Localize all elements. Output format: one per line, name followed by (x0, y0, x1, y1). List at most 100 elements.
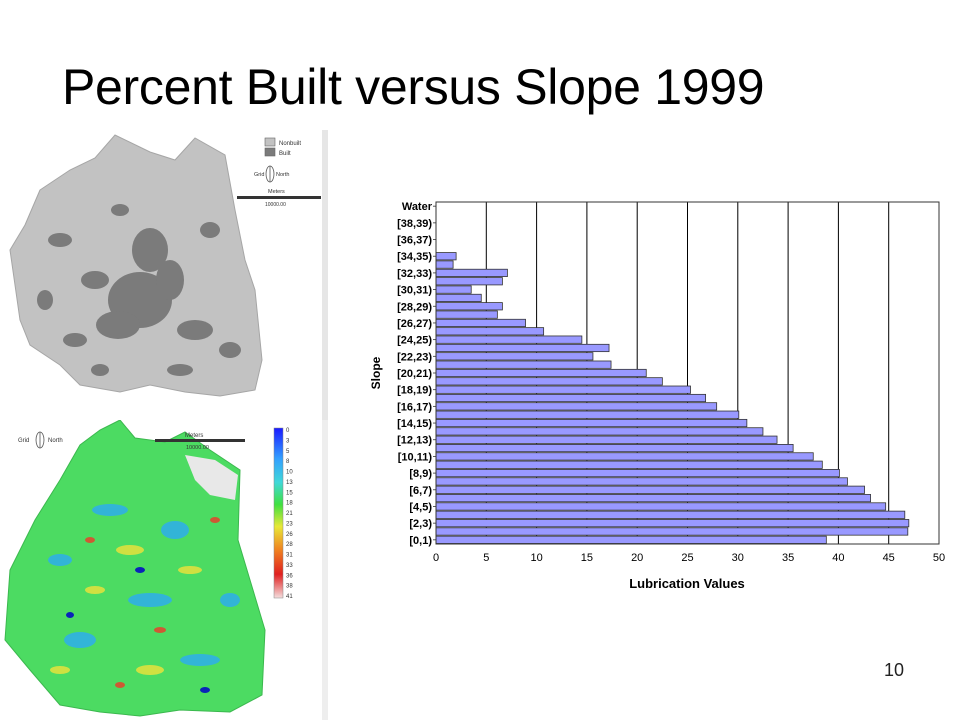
slope-legend-tick-label: 33 (286, 563, 293, 569)
svg-text:Meters: Meters (268, 189, 285, 195)
slope-legend-tick-label: 21 (286, 511, 293, 517)
y-tick-label: [4,5) (409, 501, 432, 513)
x-tick-label: 0 (433, 552, 439, 564)
slope-legend-tick-label: 26 (286, 532, 293, 538)
water-areas (66, 567, 210, 693)
slope-legend-tick-label: 23 (286, 521, 293, 527)
x-tick-label: 5 (483, 552, 489, 564)
built-areas (37, 204, 241, 376)
y-tick-label: [8,9) (409, 468, 432, 480)
bar (435, 377, 663, 386)
map-legend: Nonbuilt Built (264, 137, 301, 157)
svg-text:10000.00: 10000.00 (265, 202, 286, 208)
slope-legend-tick-label: 8 (286, 459, 290, 465)
x-tick-label: 20 (631, 552, 643, 564)
y-tick-label: [16,17) (397, 401, 432, 413)
x-axis-label: Lubrication Values (629, 576, 745, 591)
legend-label-built: Built (279, 151, 291, 157)
bar (435, 477, 848, 486)
y-tick-label: [34,35) (397, 251, 432, 263)
bar (435, 502, 887, 511)
built-nonbuilt-map: Nonbuilt Built Grid North Meters 10000.0… (0, 130, 330, 422)
slide-title: Percent Built versus Slope 1999 (62, 59, 765, 115)
x-tick-labels: 0 5 10 15 20 25 30 35 40 45 50 (433, 552, 945, 564)
y-tick-label: [38,39) (397, 218, 432, 230)
bar (435, 452, 814, 461)
x-tick-label: 40 (832, 552, 844, 564)
slope-legend-tick-label: 31 (286, 553, 293, 559)
x-tick-label: 25 (681, 552, 693, 564)
bar (435, 519, 910, 528)
y-tick-label: [0,1) (409, 535, 432, 547)
y-tick-label: [14,15) (397, 418, 432, 430)
bar (435, 435, 778, 444)
slope-legend-tick-label: 5 (286, 449, 290, 455)
bar (435, 302, 503, 311)
slope-legend-tick-label: 10 (286, 470, 293, 476)
bar (435, 494, 871, 503)
bar (435, 527, 909, 536)
bar (435, 485, 865, 494)
y-tick-label: [28,29) (397, 301, 432, 313)
slope-color-legend (273, 427, 284, 599)
y-tick-label: [32,33) (397, 268, 432, 280)
bar (435, 285, 472, 294)
bar (435, 402, 718, 411)
svg-text:Grid: Grid (254, 172, 264, 178)
y-tick-label: [26,27) (397, 318, 432, 330)
slope-legend-tick-label: 41 (286, 594, 293, 600)
svg-text:10000.00: 10000.00 (186, 445, 209, 451)
bar (435, 418, 748, 428)
y-tick-label: [20,21) (397, 368, 432, 380)
x-tick-label: 10 (530, 552, 542, 564)
slope-legend-tick-label: 28 (286, 542, 293, 548)
x-tick-label: 30 (732, 552, 744, 564)
north-arrow-icon: Grid North (18, 431, 63, 449)
slope-legend-tick-label: 3 (286, 438, 290, 444)
slide-number: 10 (884, 660, 905, 680)
y-tick-label: [30,31) (397, 285, 432, 297)
bar (435, 268, 508, 277)
bar (435, 335, 583, 344)
bar (435, 318, 526, 328)
slope-legend-ticks: 0 3 5 8 10 13 15 18 21 23 26 28 31 33 36 38 41 (286, 428, 293, 600)
y-tick-label: [24,25) (397, 335, 432, 347)
slope-patches (48, 504, 240, 666)
bar (435, 310, 498, 319)
bar (435, 535, 827, 544)
bar (435, 368, 647, 378)
bar (435, 293, 482, 302)
bar (435, 252, 457, 261)
svg-text:North: North (48, 438, 63, 444)
y-tick-label: Water (402, 201, 433, 213)
slope-legend-tick-label: 18 (286, 501, 293, 507)
bar (435, 469, 840, 478)
y-axis-label: Slope (369, 356, 383, 389)
bar (435, 460, 823, 469)
y-tick-labels: [0,1) [2,3) [4,5) [6,7) [8,9) [10,11) [12,13) [… (397, 201, 436, 547)
scale-bar: Meters 10000.00 (237, 189, 321, 208)
bar (435, 327, 545, 336)
y-tick-label: [18,19) (397, 385, 432, 397)
bar (435, 277, 503, 286)
bar (435, 343, 610, 353)
y-tick-label: [2,3) (409, 518, 432, 530)
svg-text:Meters: Meters (185, 433, 203, 439)
slope-legend-tick-label: 36 (286, 573, 293, 579)
bar (435, 510, 906, 519)
slope-patches-very-steep (85, 517, 220, 688)
bar (435, 427, 764, 436)
slope-legend-tick-label: 0 (286, 428, 290, 434)
north-arrow-icon: Grid North (254, 165, 289, 183)
legend-label-nonbuilt: Nonbuilt (279, 141, 301, 147)
slope-map: Grid North Meters 10000.00 0 3 5 8 10 13 15 18 2… (0, 420, 330, 720)
slope-lubrication-bar-chart: [0,1) [2,3) [4,5) [6,7) [8,9) [10,11) [12,13) [… (369, 201, 945, 591)
svg-text:Grid: Grid (18, 438, 29, 444)
bar (435, 393, 707, 403)
slope-patches-steep (50, 545, 202, 675)
svg-text:North: North (276, 172, 289, 178)
y-tick-label: [36,37) (397, 235, 432, 247)
bar (435, 444, 794, 453)
bar (435, 260, 454, 269)
x-tick-label: 35 (782, 552, 794, 564)
